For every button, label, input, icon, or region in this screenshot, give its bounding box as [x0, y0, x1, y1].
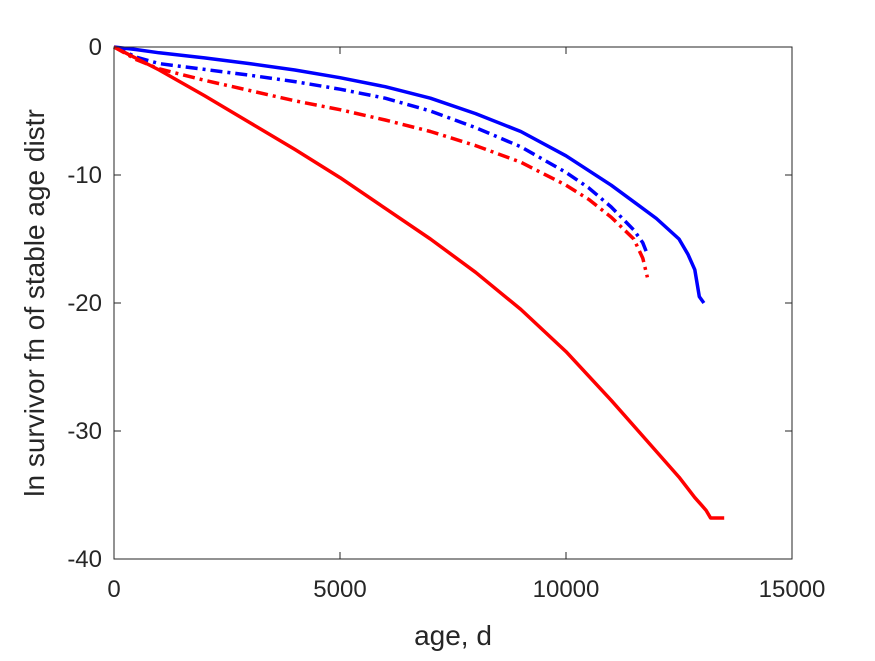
ticks-layer: 0 5000 10000 15000 0 -10 -20 -30 -40 [67, 34, 825, 603]
series-line-1 [113, 45, 706, 305]
x-tick-label: 5000 [313, 576, 366, 603]
series-layer [113, 45, 725, 520]
y-tick-label: 0 [89, 34, 102, 61]
series-line-4 [113, 45, 725, 520]
y-tick-label: -10 [67, 162, 102, 189]
y-tick-label: -20 [67, 290, 102, 317]
x-tick-label: 10000 [533, 576, 600, 603]
series-line-2 [113, 45, 650, 256]
y-tick-label: -30 [67, 418, 102, 445]
y-axis-label: ln survivor fn of stable age distr [19, 109, 50, 497]
series-line-3 [113, 45, 650, 278]
x-tick-label: 0 [107, 576, 120, 603]
x-tick-label: 15000 [759, 576, 826, 603]
y-tick-label: -40 [67, 546, 102, 573]
x-axis-label: age, d [414, 620, 492, 651]
